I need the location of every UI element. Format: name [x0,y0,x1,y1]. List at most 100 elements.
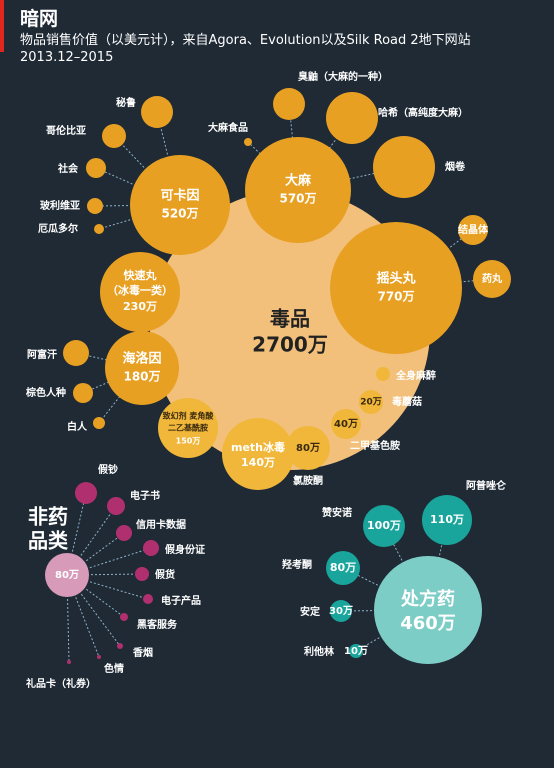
drug-label-11-line2: （冰毒一类） [107,283,173,297]
heroin-sub-label-3: 白人 [67,420,88,433]
cannabis-sub-label-1: 大麻食品 [208,121,248,134]
rx-sub-bubble-4 [330,600,352,622]
drug-bubble-1 [130,155,230,255]
heroin-sub-label-2: 棕色人种 [25,386,66,399]
nondrug-sub-bubble-4 [143,540,159,556]
drug-value-8: 140万 [241,456,275,469]
drug-bubble-9 [158,398,218,458]
rx-sub-label-4: 安定 [300,605,320,618]
cocaine-sub-bubble-2 [102,124,126,148]
cannabis-sub-bubble-1 [244,138,252,146]
rx-sub-label-5: 利他林 [304,645,335,658]
nondrug-sub-label-5: 假货 [155,568,175,581]
cannabis-sub-bubble-2 [273,88,305,120]
drug-value-7: 80万 [296,442,320,454]
heroin-sub-bubble-3 [93,417,105,429]
page-subtitle: 物品销售价值（以美元计），来自Agora、Evolution以及Silk Roa… [20,32,540,66]
subtitle-line-1: 物品销售价值（以美元计），来自Agora、Evolution以及Silk Roa… [20,33,471,48]
drug-label-10: 海洛因 [122,351,161,367]
drug-label-6: 二甲基色胺 [350,439,400,452]
drug-bubble-3 [330,222,462,354]
rx-sub-bubble-3 [326,551,360,585]
drug-bubble-11 [100,252,180,332]
drug-value-9: 150万 [176,437,201,446]
nondrug-sub-label-6: 电子产品 [161,594,201,607]
rx-sub-bubble-5 [349,644,363,658]
cocaine-sub-label-5: 厄瓜多尔 [38,222,78,235]
ecstasy-sub-bubble-2 [473,260,511,298]
rx-hub-label: 处方药 [400,588,455,610]
nondrug-sub-bubble-5 [135,567,149,581]
drug-bubble-8 [222,418,294,490]
nondrug-link-9 [66,574,100,658]
rx-sub-bubble-1 [422,495,472,545]
rx-sub-value-1: 110万 [430,513,464,526]
drug-bubble-2 [245,137,351,243]
drug-bubble-4 [376,367,390,381]
cannabis-sub-label-2: 臭鼬（大麻的一种） [298,70,388,83]
drug-value-1: 520万 [161,207,198,221]
ecstasy-sub-label-2: 药丸 [482,272,503,285]
cocaine-sub-label-3: 社会 [57,162,78,175]
nondrug-sub-label-3: 信用卡数据 [136,518,186,531]
nondrug-sub-label-1: 假钞 [98,463,118,476]
nondrug-link-8 [66,574,121,647]
drug-label-9-line1: 致幻剂 麦角酸 [163,411,215,421]
nondrug-sub-bubble-6 [143,594,153,604]
drug-value-2: 570万 [279,192,316,206]
heroin-sub-bubble-2 [73,383,93,403]
cocaine-sub-bubble-1 [141,96,173,128]
nondrug-sub-label-4: 假身份证 [165,543,205,556]
cocaine-sub-bubble-3 [86,158,106,178]
nondrug-link-4 [66,547,152,576]
rx-hub-bubble [374,556,482,664]
nondrug-sub-bubble-10 [67,660,71,664]
nondrug-sub-bubble-1 [75,482,97,504]
nondrug-hub-value: 80万 [55,569,79,581]
drug-label-5: 毒蘑菇 [392,395,422,408]
drug-bubble-6 [331,409,361,439]
subtitle-line-2: 2013.12–2015 [20,50,114,65]
nondrug-sub-bubble-7 [120,613,128,621]
cannabis-link-1 [247,141,299,191]
ecstasy-sub-label-1: 结晶体 [458,223,489,236]
drug-label-7: 氯胺酮 [293,474,323,487]
drug-label-8: meth冰毒 [231,440,285,454]
nondrug-sub-bubble-9 [97,655,101,659]
drug-bubble-7 [286,426,330,470]
rx-link-4 [340,609,429,612]
nondrug-sub-bubble-2 [107,497,125,515]
nondrug-sub-label-9: 色情 [104,662,124,675]
cocaine-sub-label-2: 哥伦比亚 [46,124,86,137]
drug-label-9-line2: 二乙基酰胺 [168,423,208,433]
drug-value-11: 230万 [123,300,157,313]
heroin-sub-label-1: 阿富汗 [27,348,57,361]
nondrug-link-10 [66,574,70,663]
ecstasy-sub-bubble-1 [458,215,488,245]
drug-bubble-5 [359,390,383,414]
rx-sub-value-3: 80万 [330,561,356,574]
rx-sub-value-2: 100万 [367,519,401,532]
cannabis-sub-label-4: 烟卷 [445,160,466,173]
rx-sub-label-2: 赞安诺 [321,506,352,519]
heroin-sub-bubble-1 [63,340,89,366]
rx-sub-label-3: 羟考酮 [282,558,312,571]
nondrug-title-line2: 品类 [28,529,68,553]
drug-hub-value: 2700万 [252,333,328,357]
nondrug-sub-bubble-3 [116,525,132,541]
rx-sub-bubble-2 [363,505,405,547]
drug-label-4: 全身麻醉 [395,369,436,382]
rx-sub-value-4: 30万 [329,605,353,617]
drug-value-6: 40万 [334,418,358,430]
drug-label-2: 大麻 [285,173,312,189]
nondrug-sub-label-7: 黑客服务 [137,618,178,631]
rx-hub-value: 460万 [400,613,456,634]
cocaine-sub-bubble-4 [87,198,103,214]
cocaine-sub-bubble-5 [94,224,104,234]
nondrug-hub-bubble [45,553,89,597]
drug-bubble-10 [105,331,179,405]
nondrug-sub-bubble-8 [117,643,123,649]
drug-value-3: 770万 [377,290,414,304]
drug-label-3: 摇头丸 [376,271,416,287]
